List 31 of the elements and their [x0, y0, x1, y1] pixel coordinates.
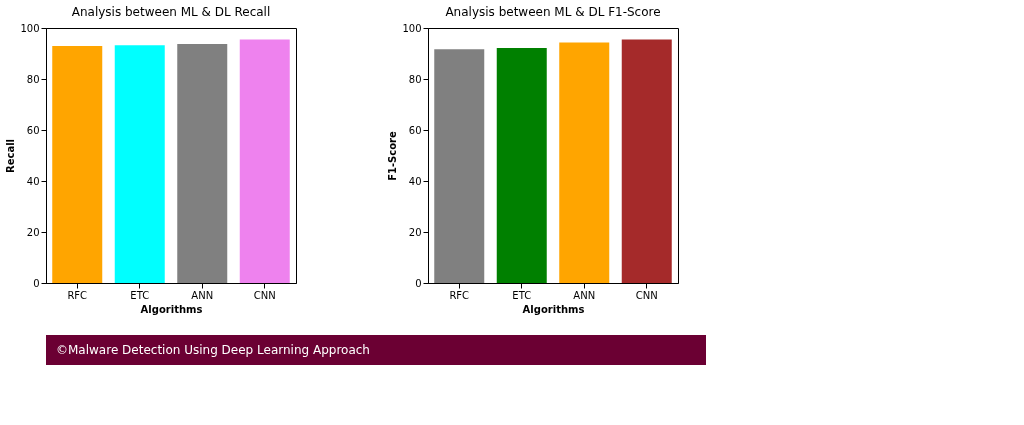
y-tick-label: 0: [33, 277, 40, 289]
y-tick-label: 60: [26, 124, 40, 136]
bar: [496, 47, 547, 283]
y-axis-title: F1-Score: [387, 130, 399, 181]
x-tick-label: ETC: [512, 289, 532, 301]
x-axis-title: Algorithms: [140, 303, 203, 315]
y-axis-title: Recall: [5, 138, 17, 174]
y-tick-label: 80: [408, 73, 422, 85]
x-tick-label: RFC: [449, 289, 470, 301]
y-tick-label: 40: [408, 175, 422, 187]
y-tick-label: 100: [402, 22, 422, 34]
bar: [621, 39, 672, 283]
bar: [434, 49, 485, 283]
y-tick-label: 20: [408, 226, 422, 238]
x-tick-label: ANN: [573, 289, 596, 301]
y-tick-label: 80: [26, 73, 40, 85]
x-tick-label: ANN: [191, 289, 214, 301]
x-tick-label: RFC: [67, 289, 88, 301]
y-tick-label: 100: [20, 22, 40, 34]
y-tick-label: 60: [408, 124, 422, 136]
x-tick-label: CNN: [253, 289, 276, 301]
y-tick-label: 0: [415, 277, 422, 289]
y-tick-label: 40: [26, 175, 40, 187]
chart-title: Analysis between ML & DL F1-Score: [445, 5, 661, 19]
text: ©Malware Detection Using Deep Learning Approach: [56, 343, 370, 357]
x-tick-label: ETC: [130, 289, 150, 301]
bar: [559, 42, 610, 283]
x-axis-title: Algorithms: [522, 303, 585, 315]
x-tick-label: CNN: [635, 289, 658, 301]
chart-title: Analysis between ML & DL Recall: [71, 5, 271, 19]
y-tick-label: 20: [26, 226, 40, 238]
